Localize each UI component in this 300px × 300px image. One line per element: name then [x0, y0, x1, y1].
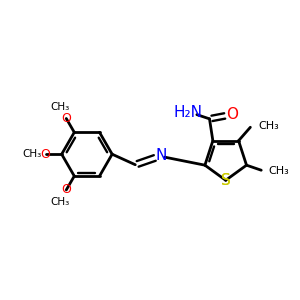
- Text: S: S: [221, 173, 231, 188]
- Text: CH₃: CH₃: [50, 196, 69, 207]
- Text: H₂N: H₂N: [173, 106, 202, 121]
- Text: CH₃: CH₃: [50, 102, 69, 112]
- Text: O: O: [226, 107, 238, 122]
- Text: CH₃: CH₃: [269, 166, 290, 176]
- Text: S: S: [221, 173, 231, 188]
- Text: O: O: [61, 112, 71, 125]
- Text: O: O: [61, 183, 71, 196]
- Text: CH₃: CH₃: [258, 121, 279, 130]
- Text: N: N: [156, 148, 167, 163]
- Text: CH₃: CH₃: [22, 149, 42, 159]
- Text: O: O: [41, 148, 51, 161]
